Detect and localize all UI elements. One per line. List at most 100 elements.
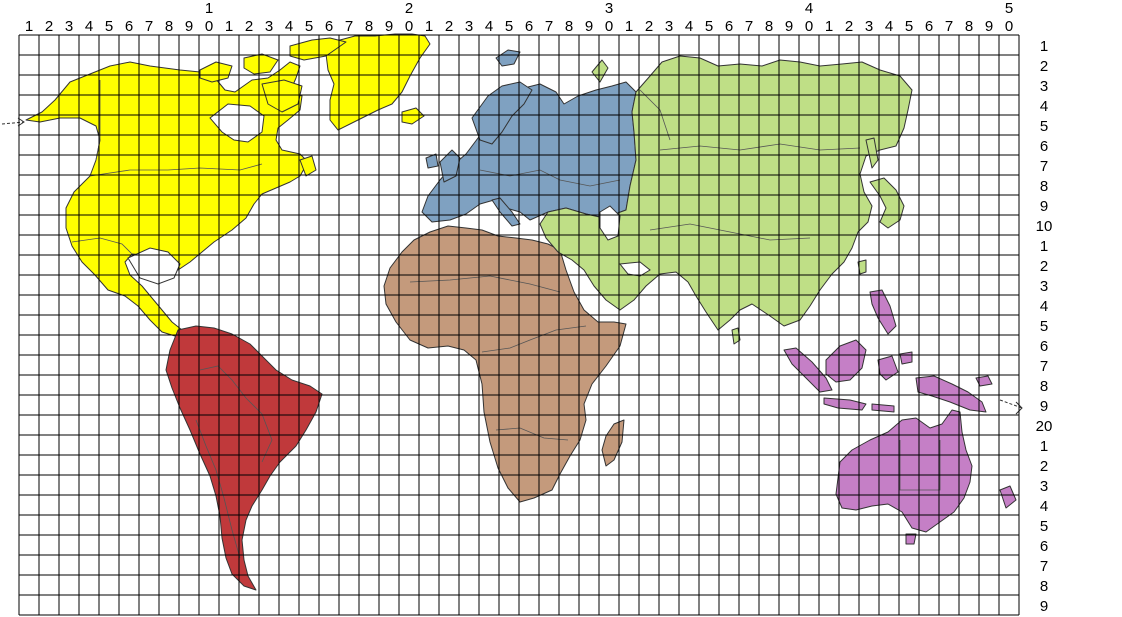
central-africa-border [481,325,587,353]
row-label: 7 [1040,558,1048,575]
australia-shape [835,409,973,533]
column-label: 9 [385,18,393,35]
ireland [425,153,439,169]
column-label: 8 [765,18,773,35]
sri-lanka [731,327,741,345]
iceland-north [401,107,425,125]
right-wrap-arrow-icon [1015,401,1023,415]
column-label: 9 [985,18,993,35]
row-label: 8 [1040,378,1048,395]
new-guinea [915,375,987,413]
column-label: 6 [925,18,933,35]
right-wrap-line [999,399,1023,409]
row-label: 3 [1040,478,1048,495]
arctic-island-c [199,61,233,83]
column-label: 0 [205,18,213,35]
row-label: 2 [1040,458,1048,475]
column-label: 0 [605,18,613,35]
column-label: 2 [245,18,253,35]
column-label: 7 [945,18,953,35]
philippines [869,289,897,335]
column-tens-label: 3 [605,0,613,17]
column-label: 3 [665,18,673,35]
australia-state-border [899,440,941,491]
row-label: 2 [1040,258,1048,275]
column-label: 1 [825,18,833,35]
column-label: 2 [845,18,853,35]
persian-gulf [619,261,651,277]
svalbard [495,49,521,67]
row-label: 9 [1040,398,1048,415]
column-label: 8 [165,18,173,35]
row-label: 4 [1040,498,1048,515]
south-america-shape [165,325,323,591]
newfoundland [299,155,317,177]
us-mexico-border [71,237,133,255]
row-label: 6 [1040,138,1048,155]
asia-internal-border-c [639,89,671,141]
column-label: 5 [105,18,113,35]
solomon-islands [975,375,993,387]
column-label: 1 [25,18,33,35]
row-label: 3 [1040,78,1048,95]
row-label: 5 [1040,518,1048,535]
scandinavia [471,81,533,145]
column-label: 8 [565,18,573,35]
column-label: 4 [685,18,693,35]
row-label: 8 [1040,578,1048,595]
column-label: 6 [125,18,133,35]
row-label: 20 [1036,418,1053,435]
baffin-island [261,79,303,113]
column-label: 8 [365,18,373,35]
column-label: 1 [625,18,633,35]
row-label: 1 [1040,438,1048,455]
column-label: 3 [65,18,73,35]
us-canada-border [89,163,263,177]
oceania [783,289,1017,545]
row-label: 10 [1036,218,1053,235]
column-label: 7 [345,18,353,35]
column-label: 4 [285,18,293,35]
column-label: 2 [45,18,53,35]
column-label: 9 [585,18,593,35]
lesser-sunda [871,403,895,413]
sulawesi [877,355,899,381]
column-label: 4 [85,18,93,35]
row-label: 5 [1040,318,1048,335]
column-label: 3 [865,18,873,35]
column-tens-labels: 1 2 3 4 5 [205,0,1013,17]
column-label: 7 [745,18,753,35]
column-label: 6 [525,18,533,35]
column-label: 1 [425,18,433,35]
tasmania [905,533,917,545]
row-label: 4 [1040,98,1048,115]
row-label: 8 [1040,178,1048,195]
column-label: 6 [725,18,733,35]
south-africa-border [495,427,569,441]
brazil-border [199,365,273,463]
left-wrap-arrow-icon [17,117,25,127]
new-zealand-north [999,485,1017,509]
europe [421,49,637,227]
column-label: 9 [185,18,193,35]
borneo [825,339,867,383]
column-label: 4 [885,18,893,35]
column-label: 0 [1005,18,1013,35]
row-label: 2 [1040,58,1048,75]
column-tens-label: 5 [1005,0,1013,17]
column-label: 9 [785,18,793,35]
column-label: 8 [965,18,973,35]
row-label: 7 [1040,358,1048,375]
column-tens-label: 2 [405,0,413,17]
row-label: 9 [1040,598,1048,615]
british-isles [439,149,461,183]
arctic-island-b [243,53,279,75]
row-label: 3 [1040,278,1048,295]
column-label: 3 [265,18,273,35]
column-tens-label: 4 [805,0,813,17]
column-label: 7 [145,18,153,35]
left-wrap-line [1,121,25,125]
row-label: 1 [1040,38,1048,55]
column-label: 5 [705,18,713,35]
